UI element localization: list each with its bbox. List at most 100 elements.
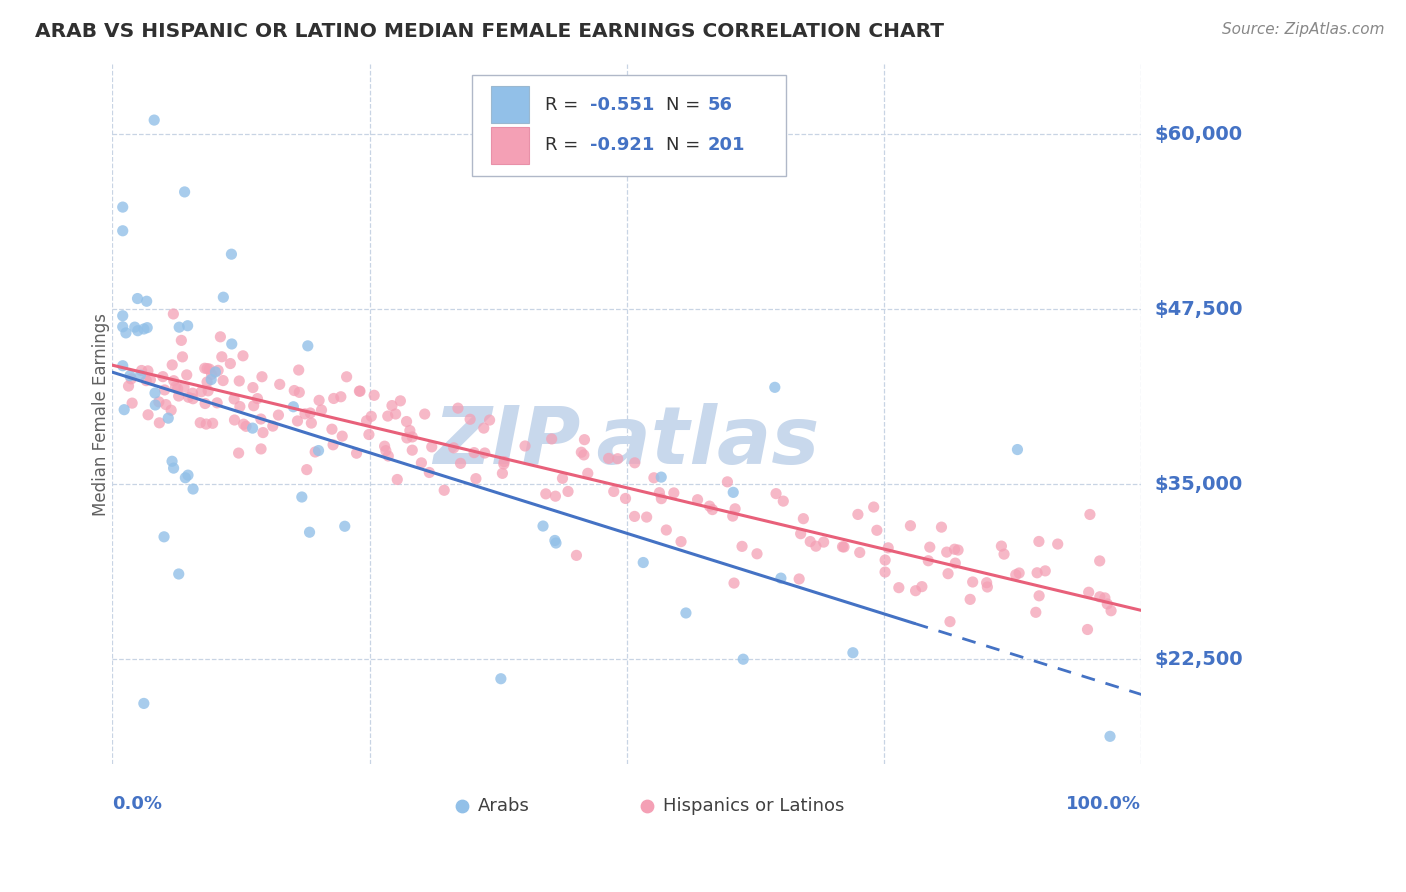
Point — [304, 445, 326, 459]
Point — [322, 438, 344, 452]
Point — [121, 396, 143, 410]
Point — [232, 417, 254, 432]
Text: Arabs: Arabs — [478, 797, 530, 815]
Point — [165, 380, 187, 394]
Point — [598, 451, 620, 466]
Point — [534, 487, 557, 501]
Point — [311, 403, 333, 417]
Point — [153, 383, 176, 397]
Point — [395, 431, 418, 445]
Point — [177, 468, 200, 483]
Point — [250, 369, 273, 384]
Point — [197, 384, 219, 398]
Point — [288, 385, 311, 400]
Text: N =: N = — [665, 95, 706, 113]
Point — [976, 575, 998, 590]
Point — [420, 440, 443, 454]
Y-axis label: Median Female Earnings: Median Female Earnings — [93, 313, 110, 516]
Point — [167, 320, 190, 334]
Point — [295, 462, 318, 476]
Point — [329, 390, 352, 404]
Point — [374, 439, 396, 453]
Point — [540, 432, 562, 446]
Point — [962, 574, 984, 589]
Point — [544, 533, 567, 548]
Point — [765, 486, 787, 500]
Point — [557, 484, 579, 499]
Text: $35,000: $35,000 — [1154, 475, 1243, 494]
Point — [935, 545, 957, 559]
Point — [447, 401, 470, 416]
Point — [491, 467, 513, 481]
Point — [381, 399, 404, 413]
Point — [401, 430, 423, 444]
Point — [384, 407, 406, 421]
Point — [648, 485, 671, 500]
Point — [650, 470, 672, 484]
Point — [669, 534, 692, 549]
Point — [143, 113, 166, 128]
Point — [576, 467, 599, 481]
Point — [308, 443, 330, 458]
Point — [124, 320, 146, 334]
Point — [211, 350, 233, 364]
Point — [135, 374, 157, 388]
Point — [374, 443, 396, 458]
Point — [298, 525, 321, 540]
Point — [322, 392, 344, 406]
Point — [1099, 604, 1122, 618]
Point — [1026, 566, 1049, 580]
Point — [246, 392, 269, 406]
Point — [769, 571, 792, 585]
Point — [136, 364, 159, 378]
Point — [299, 416, 322, 430]
Point — [283, 384, 305, 398]
Point — [228, 374, 250, 388]
Point — [401, 443, 423, 458]
Point — [111, 224, 134, 238]
Point — [1088, 554, 1111, 568]
Point — [127, 292, 149, 306]
Point — [287, 363, 309, 377]
Point — [900, 518, 922, 533]
Point — [163, 374, 186, 388]
Point — [252, 425, 274, 440]
Point — [1097, 597, 1119, 611]
Point — [308, 393, 330, 408]
Point — [207, 363, 229, 377]
Point — [1078, 508, 1101, 522]
Point — [167, 389, 190, 403]
Point — [494, 455, 516, 469]
Point — [152, 369, 174, 384]
Point — [831, 540, 853, 554]
Point — [283, 400, 305, 414]
Point — [792, 511, 814, 525]
Point — [111, 319, 134, 334]
Point — [832, 540, 855, 554]
Point — [118, 368, 141, 383]
Point — [132, 322, 155, 336]
Point — [136, 320, 159, 334]
Point — [489, 672, 512, 686]
Point — [194, 396, 217, 410]
Point — [166, 382, 188, 396]
Point — [153, 530, 176, 544]
Point — [346, 446, 368, 460]
Text: ARAB VS HISPANIC OR LATINO MEDIAN FEMALE EARNINGS CORRELATION CHART: ARAB VS HISPANIC OR LATINO MEDIAN FEMALE… — [35, 22, 945, 41]
Point — [643, 471, 665, 485]
Point — [181, 392, 204, 406]
Point — [413, 407, 436, 421]
Point — [943, 542, 966, 557]
Point — [181, 482, 204, 496]
Point — [763, 380, 786, 394]
Point — [731, 540, 754, 554]
Point — [111, 359, 134, 373]
Point — [723, 485, 745, 500]
Point — [212, 290, 235, 304]
Point — [188, 416, 211, 430]
Point — [162, 307, 184, 321]
Point — [200, 372, 222, 386]
Point — [631, 556, 654, 570]
Point — [228, 446, 250, 460]
Text: $47,500: $47,500 — [1154, 300, 1243, 318]
